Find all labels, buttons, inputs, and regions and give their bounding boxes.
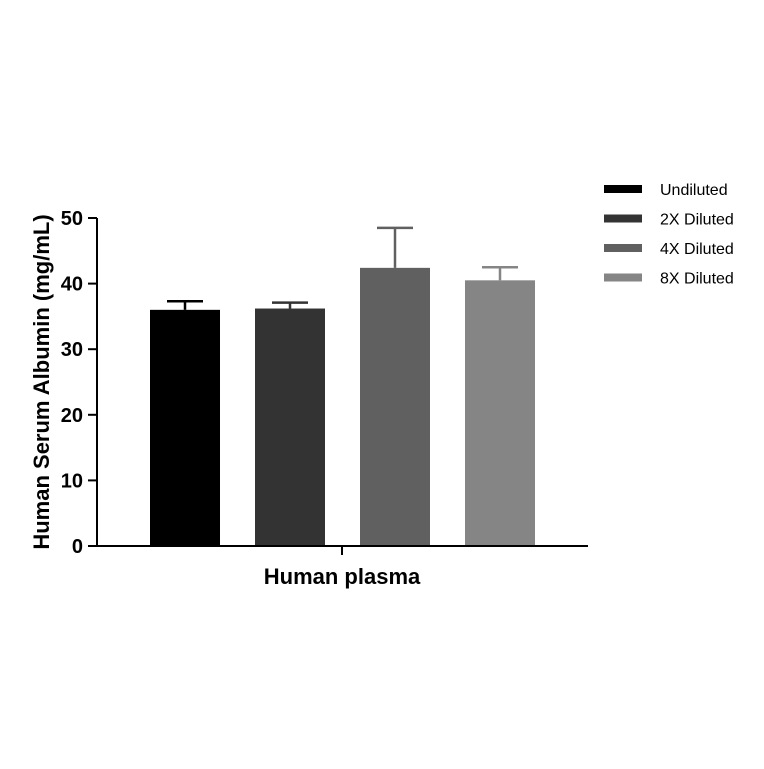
legend-swatch <box>604 273 642 282</box>
y-tick-label: 0 <box>72 536 83 558</box>
y-tick-label: 20 <box>61 405 83 427</box>
bars-layer <box>150 267 535 546</box>
bar-8x-diluted <box>465 280 535 546</box>
error-bars-layer <box>167 226 518 310</box>
legend-label: 2X Diluted <box>660 212 734 229</box>
x-category-label: Human plasma <box>264 564 421 589</box>
legend-label: Undiluted <box>660 182 728 199</box>
y-tick-label: 10 <box>61 470 83 492</box>
y-tick-label: 40 <box>61 274 83 296</box>
bar-2x-diluted <box>255 308 325 546</box>
y-tick-label: 30 <box>61 339 83 361</box>
axes-layer <box>88 218 588 555</box>
legend-swatch <box>604 185 642 193</box>
legend-label: 4X Diluted <box>660 241 734 258</box>
bar-undiluted <box>150 309 220 546</box>
y-tick-label: 50 <box>61 208 83 230</box>
legend-swatch <box>604 214 642 223</box>
legend: Undiluted 2X Diluted 4X Diluted 8X Diluted <box>604 182 734 288</box>
y-ticks-layer: 0 10 20 30 40 50 <box>61 208 97 558</box>
legend-label: 8X Diluted <box>660 271 734 288</box>
y-axis-title: Human Serum Albumin (mg/mL) <box>29 214 54 549</box>
legend-swatch <box>604 244 642 252</box>
bar-4x-diluted <box>360 267 430 546</box>
